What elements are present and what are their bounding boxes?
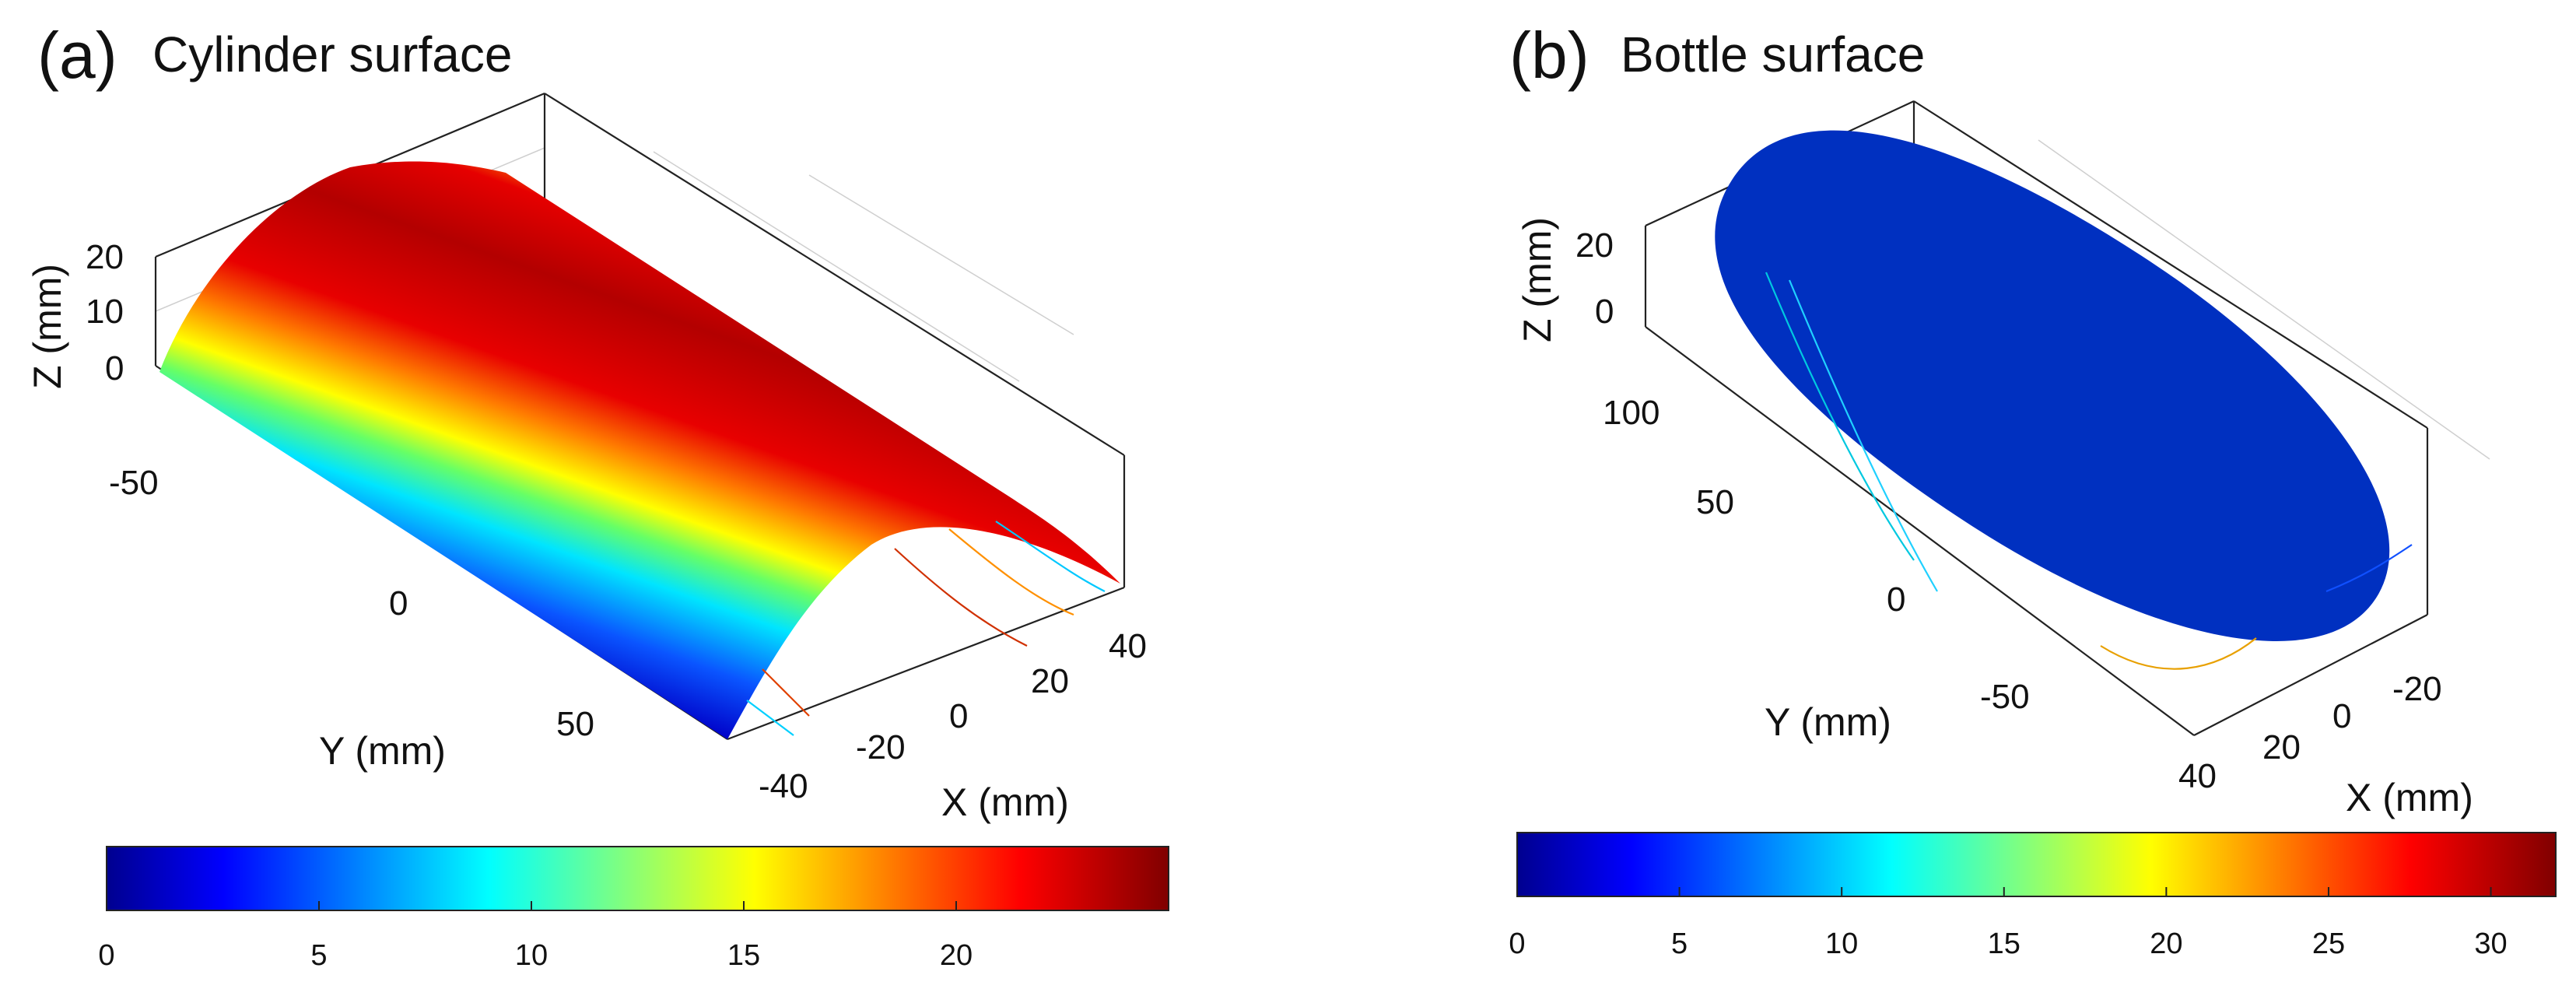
z-axis-label: Z (mm) (1516, 217, 1559, 342)
x-tick: -20 (2392, 670, 2442, 708)
colorbar-tick-label: 15 (1988, 928, 2020, 960)
colorbar-tick-label: 15 (727, 939, 760, 972)
colorbar-tick-label: 25 (2312, 928, 2345, 960)
x-tick: 20 (2262, 728, 2301, 766)
colorbar-tick-label: 20 (940, 939, 973, 972)
colorbar-tick-label: 0 (98, 939, 114, 972)
z-axis-label: Z (mm) (26, 264, 69, 389)
y-axis-label: Y (mm) (1765, 700, 1891, 744)
y-tick: 0 (1887, 580, 1905, 619)
panel-letter: (a) (37, 19, 117, 92)
colorbar-tick-label: 20 (2150, 928, 2182, 960)
z-tick: 20 (1575, 226, 1614, 265)
contour-lines (1765, 272, 2413, 670)
x-tick: 0 (949, 697, 968, 735)
cylinder-surface (159, 161, 1120, 739)
z-tick: 0 (1595, 293, 1614, 331)
y-tick: -50 (1980, 678, 2030, 716)
colorbar (106, 846, 1169, 911)
z-tick: 0 (105, 349, 124, 388)
contour-lines (746, 521, 1106, 736)
x-tick: -20 (856, 728, 906, 766)
x-tick: 40 (1109, 627, 1147, 665)
colorbar-tick-label: 10 (1825, 928, 1858, 960)
y-axis-label: Y (mm) (319, 729, 446, 773)
colorbar-tick-label: 5 (1671, 928, 1688, 960)
z-tick: 20 (86, 238, 124, 276)
x-tick: 20 (1031, 662, 1069, 700)
colorbar-ticks: 0 5 10 15 20 25 30 (1509, 887, 2508, 960)
colorbar-tick-label: 5 (310, 939, 327, 972)
y-tick: -50 (109, 464, 159, 502)
colorbar-tick-label: 30 (2474, 928, 2507, 960)
bottle-surface (1715, 130, 2390, 641)
y-tick: 100 (1603, 394, 1660, 432)
x-axis-label: X (mm) (2346, 776, 2473, 819)
x-tick: 40 (2178, 757, 2217, 795)
x-axis-label: X (mm) (941, 780, 1069, 824)
colorbar-tick-label: 0 (1509, 928, 1525, 960)
panel-title: Bottle surface (1621, 26, 1925, 82)
x-tick: -40 (759, 767, 808, 805)
colorbar-ticks: 0 5 10 15 20 (98, 901, 973, 972)
panel-a-cylinder: (a) Cylinder surface (26, 19, 1169, 972)
colorbar-tick-label: 10 (515, 939, 548, 972)
x-tick: 0 (2332, 697, 2351, 735)
z-tick: 10 (86, 293, 124, 331)
y-tick: 50 (1696, 483, 1734, 521)
panel-title: Cylinder surface (152, 26, 512, 82)
colorbar (1516, 832, 2557, 897)
y-tick: 50 (556, 705, 594, 743)
panel-b-bottle: (b) Bottle surface 20 0 Z (mm) 100 50 (1509, 19, 2557, 960)
panel-letter: (b) (1509, 19, 1589, 92)
y-tick: 0 (389, 584, 408, 623)
